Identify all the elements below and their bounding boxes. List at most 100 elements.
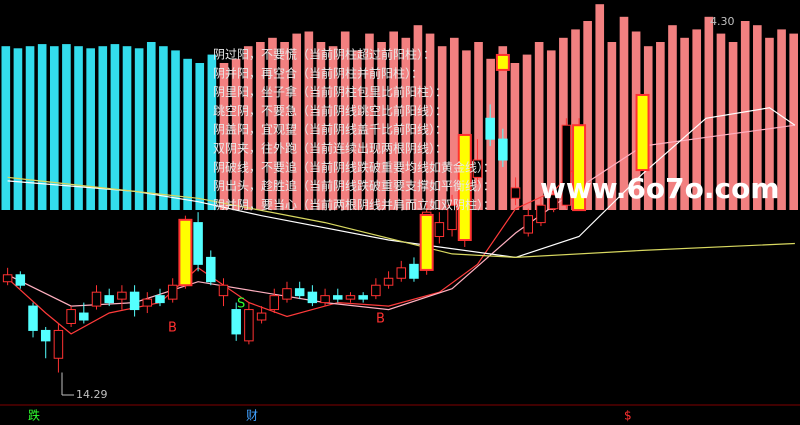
indicator-bar (243, 46, 253, 211)
indicator-bar (522, 54, 532, 210)
candle-body (536, 204, 546, 224)
note-line: 阴里阳，坐子拿（当前阴柱包里比前阳柱）： (213, 84, 447, 99)
indicator-bar (449, 37, 459, 210)
ma-line (7, 124, 795, 311)
indicator-bar (13, 48, 23, 210)
candle-body (193, 222, 203, 265)
candle-body (218, 284, 229, 297)
indicator-bar (280, 42, 289, 210)
note-line: 阴过阳，不要慌（当前阴柱超过前阳柱）： (213, 47, 435, 62)
watermark: www.6o7o.com (540, 172, 780, 205)
indicator-bar (619, 16, 629, 210)
footer-label: 财 (246, 409, 258, 423)
signal-box (457, 133, 472, 242)
indicator-bar (122, 46, 132, 211)
indicator-bar (316, 42, 326, 210)
candle-body (447, 204, 457, 231)
indicator-bar (401, 37, 411, 210)
signal-box (178, 218, 193, 287)
indicator-bar (728, 42, 738, 210)
buy-marker: B (168, 321, 177, 336)
indicator-bar (365, 33, 374, 210)
candle-body (472, 159, 483, 178)
candle-body (333, 295, 343, 300)
candle-body (320, 295, 330, 304)
indicator-bar (595, 4, 605, 211)
candle-body (282, 288, 292, 300)
candle-body (28, 305, 38, 331)
indicator-bar (353, 50, 362, 211)
indicator-bar (256, 42, 265, 210)
indicator-bar (219, 63, 229, 210)
signal-box (635, 93, 650, 172)
ma-layer (7, 107, 796, 335)
indicator-bar (680, 37, 689, 210)
indicator-bar (62, 44, 71, 210)
candle-body (142, 298, 153, 307)
candle-body (79, 312, 89, 321)
indicator-bar (437, 46, 447, 211)
indicator-bar (146, 42, 156, 210)
candle-body (345, 295, 356, 300)
indicator-bar (474, 42, 483, 210)
note-line: 阴盖阳，宜观望（当前阴线盖千比前阳线）： (213, 122, 447, 137)
indicator-bar (534, 42, 544, 210)
indicator-bar (462, 50, 471, 211)
note-line: 阴并阴，要当心（当前两根阴线并肩而立如双阴柱）： (213, 197, 495, 212)
indicator-bar (1, 46, 11, 211)
signal-box (495, 53, 510, 71)
signal-layer (178, 53, 650, 287)
indicator-bar (110, 44, 120, 210)
indicator-bar (740, 21, 750, 210)
candle-body (510, 187, 521, 199)
indicator-bar (777, 29, 786, 211)
candle-body (129, 291, 140, 311)
footer-label: 跌 (28, 408, 40, 423)
candle-body (155, 295, 165, 304)
buy-marker: B (376, 312, 385, 327)
indicator-bar (183, 58, 192, 210)
candle-body (523, 215, 534, 234)
candle-body (409, 263, 419, 279)
indicator-bar (607, 42, 617, 210)
note-line: 跳空阴，不要急（当前阴线跳空比前阳线）： (213, 103, 447, 118)
indicator-bar (159, 46, 168, 211)
indicator-bar (704, 16, 714, 210)
indicator-bar (328, 46, 338, 211)
indicator-bar (37, 44, 47, 210)
indicator-bar (25, 46, 35, 211)
indicator-bar (340, 31, 350, 210)
candle-body (2, 274, 13, 283)
indicator-bar (304, 31, 314, 210)
note-line: 双阴夹，往外跑（当前连续出现两根阴线）： (213, 141, 447, 156)
candle-body (206, 256, 216, 283)
signal-box (419, 213, 434, 271)
indicator-bar (413, 25, 423, 211)
candle-body (396, 267, 407, 279)
candle-body (561, 124, 572, 206)
low-label: 14.29 (76, 388, 108, 401)
indicator-bar (231, 58, 241, 210)
indicator-bar (268, 37, 277, 210)
indicator-bar (171, 50, 180, 211)
indicator-bar (377, 42, 386, 210)
candle-body (244, 309, 254, 342)
indicator-bar (195, 63, 205, 210)
candle-body (117, 291, 127, 300)
candle-body (53, 329, 64, 359)
sell-marker: S (237, 297, 245, 312)
candle-body (256, 312, 267, 321)
indicator-bar (656, 42, 665, 210)
indicator-bar (753, 25, 762, 211)
note-line: 阴破线，不要追（当前阴线跌破重要均线如黄金线）： (213, 159, 495, 174)
ma-line (7, 163, 580, 335)
indicator-bar (425, 33, 435, 210)
indicator-bar (134, 48, 144, 210)
indicator-bar (765, 37, 774, 210)
candle-body (498, 138, 508, 161)
indicator-bar (692, 29, 702, 211)
candle-body (104, 295, 114, 304)
note-line: 阴并阳，再空合（当前阴柱并前阳柱）： (213, 65, 423, 80)
signal-box (572, 124, 587, 212)
